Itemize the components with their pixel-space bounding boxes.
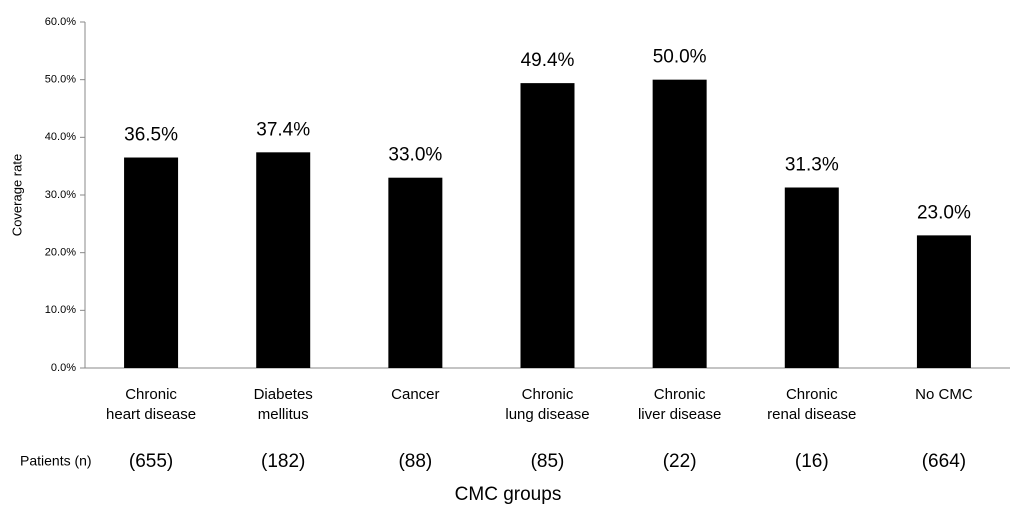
x-tick-label: No CMC — [915, 386, 973, 403]
value-label: 33.0% — [388, 145, 442, 166]
value-label: 49.4% — [521, 50, 575, 71]
x-tick-label: Chronic renal disease — [767, 386, 857, 423]
value-label: 31.3% — [785, 155, 839, 176]
patients-label: Patients (n) — [20, 453, 92, 469]
y-tick-label: 20.0% — [45, 247, 76, 259]
patient-count: (664) — [921, 451, 967, 472]
patient-count: (182) — [261, 451, 306, 472]
x-tick-label: Chronic liver disease — [637, 386, 722, 423]
y-tick-label: 0.0% — [51, 362, 76, 374]
y-tick-label: 10.0% — [45, 304, 76, 316]
y-tick-label: 50.0% — [45, 74, 76, 86]
bar — [520, 83, 575, 369]
patient-count: (88) — [398, 451, 433, 472]
y-tick-label: 30.0% — [45, 189, 76, 201]
value-label: 36.5% — [124, 125, 178, 146]
bar — [388, 177, 443, 368]
value-label: 37.4% — [256, 119, 310, 140]
y-tick-label: 40.0% — [45, 131, 76, 143]
bar — [784, 187, 839, 368]
x-tick-label: Chronic lung disease — [505, 386, 590, 423]
patient-count: (655) — [128, 451, 174, 472]
bar — [652, 79, 707, 369]
value-label: 50.0% — [653, 47, 707, 68]
x-tick-label: Diabetes mellitus — [253, 386, 313, 423]
bar — [916, 235, 971, 368]
x-axis-title: CMC groups — [455, 484, 562, 505]
y-axis-title: Coverage rate — [9, 154, 24, 236]
patient-count: (85) — [530, 451, 565, 472]
patient-count: (16) — [794, 451, 829, 472]
patient-count: (22) — [662, 451, 697, 472]
x-tick-label: Cancer — [391, 386, 440, 403]
y-tick-label: 60.0% — [45, 16, 76, 28]
x-tick-label: Chronic heart disease — [106, 386, 197, 423]
bar — [124, 157, 179, 368]
value-label: 23.0% — [917, 202, 971, 223]
bar — [256, 152, 311, 368]
